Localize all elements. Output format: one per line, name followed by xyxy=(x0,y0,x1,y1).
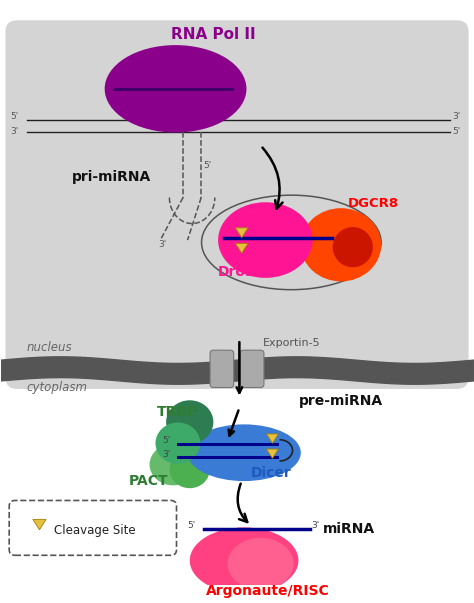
Text: miRNA: miRNA xyxy=(323,522,375,536)
FancyBboxPatch shape xyxy=(5,21,469,389)
Polygon shape xyxy=(236,228,248,238)
Text: pre-miRNA: pre-miRNA xyxy=(299,394,383,408)
Text: 3': 3' xyxy=(10,127,18,136)
Text: 5': 5' xyxy=(10,112,18,121)
Text: Argonaute/RISC: Argonaute/RISC xyxy=(206,584,330,598)
Polygon shape xyxy=(266,434,278,443)
Text: TRBP: TRBP xyxy=(156,405,198,419)
Text: PACT: PACT xyxy=(128,474,168,488)
FancyBboxPatch shape xyxy=(9,500,176,555)
Text: pri-miRNA: pri-miRNA xyxy=(72,170,151,184)
Text: 3': 3' xyxy=(163,450,171,459)
Ellipse shape xyxy=(150,444,197,485)
Text: Cleavage Site: Cleavage Site xyxy=(54,524,135,537)
Text: 5': 5' xyxy=(187,522,195,531)
Ellipse shape xyxy=(190,528,299,593)
Ellipse shape xyxy=(187,425,301,481)
FancyArrowPatch shape xyxy=(237,484,247,522)
Text: 3': 3' xyxy=(312,522,320,531)
Ellipse shape xyxy=(333,227,373,267)
FancyBboxPatch shape xyxy=(210,350,234,388)
Ellipse shape xyxy=(218,202,313,278)
Text: RNA Pol II: RNA Pol II xyxy=(171,27,255,42)
Polygon shape xyxy=(266,449,278,458)
Text: DGCR8: DGCR8 xyxy=(348,197,399,210)
Text: 3': 3' xyxy=(158,240,166,249)
Ellipse shape xyxy=(166,400,213,444)
Text: Dicer: Dicer xyxy=(251,466,292,481)
Polygon shape xyxy=(236,244,248,253)
Text: Drosha: Drosha xyxy=(218,265,273,279)
Ellipse shape xyxy=(301,208,381,282)
Text: 5': 5' xyxy=(163,436,171,445)
Text: nucleus: nucleus xyxy=(27,341,73,354)
Text: cytoplasm: cytoplasm xyxy=(27,381,88,394)
Text: 5': 5' xyxy=(203,161,212,170)
Text: 3': 3' xyxy=(452,112,460,121)
Ellipse shape xyxy=(170,450,210,488)
Ellipse shape xyxy=(155,423,201,464)
FancyBboxPatch shape xyxy=(240,350,264,388)
Polygon shape xyxy=(33,519,46,530)
FancyArrowPatch shape xyxy=(263,148,283,209)
Text: Exportin-5: Exportin-5 xyxy=(263,338,320,349)
Ellipse shape xyxy=(228,538,294,590)
Text: 5': 5' xyxy=(452,127,460,136)
Ellipse shape xyxy=(105,45,246,133)
